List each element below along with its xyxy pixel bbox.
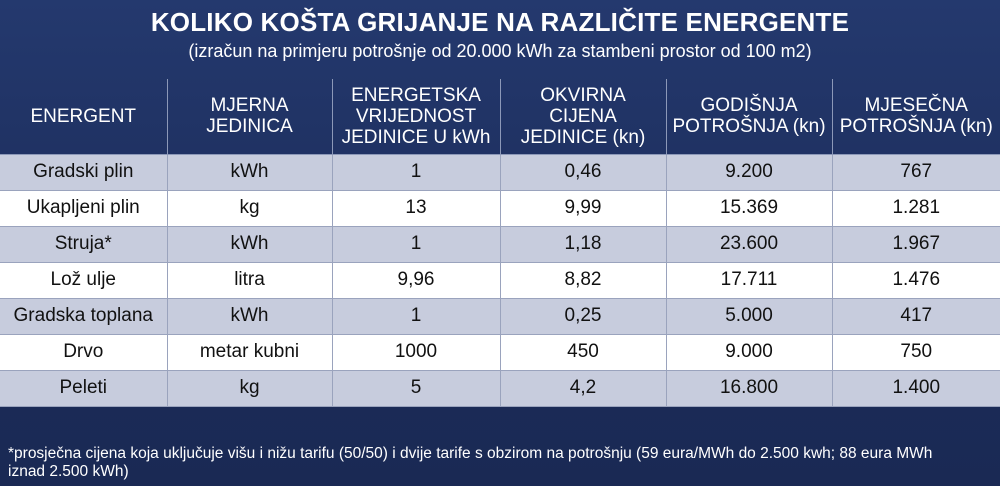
cell-monthly-cost: 750 [832,334,1000,371]
cell-energy-value: 1000 [332,334,501,371]
cell-energy-value: 13 [332,190,501,227]
cell-monthly-cost: 1.400 [832,370,1000,407]
cell-unit: kg [167,190,333,227]
cell-energent: Gradski plin [0,154,168,191]
table-header-row: ENERGENT MJERNA JEDINICA ENERGETSKA VRIJ… [0,79,1000,155]
column-header-energetska-vrijednost: ENERGETSKA VRIJEDNOST JEDINICE U kWh [332,79,501,155]
cell-annual-cost: 15.369 [666,190,833,227]
cell-energent: Peleti [0,370,168,407]
header-line: POTROŠNJA (kn) [839,116,993,138]
header-line: JEDINICE U kWh [341,126,491,148]
cell-annual-cost: 9.000 [666,334,833,371]
cell-annual-cost: 5.000 [666,298,833,335]
page-subtitle: (izračun na primjeru potrošnje od 20.000… [188,41,812,61]
column-header-mjesecna-potrosnja: MJESEČNA POTROŠNJA (kn) [832,79,1000,155]
footnote: *prosječna cijena koja uključuje višu i … [8,445,993,481]
table-row: Gradski plin kWh 1 0,46 9.200 767 [0,154,1000,191]
cell-monthly-cost: 1.281 [832,190,1000,227]
header-line: JEDINICE (kn) [520,126,646,148]
header-line: MJESEČNA [864,95,968,117]
cell-unit: kWh [167,298,333,335]
header-line: JEDINICA [206,116,293,138]
cell-unit: kWh [167,154,333,191]
cell-unit: kg [167,370,333,407]
cell-annual-cost: 16.800 [666,370,833,407]
column-header-energent: ENERGENT [0,79,168,155]
cell-monthly-cost: 417 [832,298,1000,335]
header-line: ENERGETSKA [351,84,481,106]
table-row: Gradska toplana kWh 1 0,25 5.000 417 [0,298,1000,335]
cell-annual-cost: 23.600 [666,226,833,263]
cell-energy-value: 5 [332,370,501,407]
cell-annual-cost: 9.200 [666,154,833,191]
footnote-line: *prosječna cijena koja uključuje višu i … [8,445,933,462]
table-row: Drvo metar kubni 1000 450 9.000 750 [0,334,1000,371]
cell-monthly-cost: 1.967 [832,226,1000,263]
header-line: ENERGENT [30,105,137,127]
cell-energent: Lož ulje [0,262,168,299]
heating-cost-table: ENERGENT MJERNA JEDINICA ENERGETSKA VRIJ… [0,79,1000,407]
cell-energent: Gradska toplana [0,298,168,335]
header-line: POTROŠNJA (kn) [672,116,826,138]
footnote-line: iznad 2.500 kWh) [8,463,129,480]
header-line: VRIJEDNOST [355,105,477,127]
cell-energy-value: 1 [332,154,501,191]
cell-unit-price: 4,2 [500,370,667,407]
table-row: Struja* kWh 1 1,18 23.600 1.967 [0,226,1000,263]
cell-energent: Struja* [0,226,168,263]
cell-unit-price: 9,99 [500,190,667,227]
header-line: MJERNA [210,95,289,117]
cell-monthly-cost: 1.476 [832,262,1000,299]
column-header-godisnja-potrosnja: GODIŠNJA POTROŠNJA (kn) [666,79,833,155]
table-row: Ukapljeni plin kg 13 9,99 15.369 1.281 [0,190,1000,227]
cell-monthly-cost: 767 [832,154,1000,191]
cell-unit-price: 1,18 [500,226,667,263]
cell-energy-value: 9,96 [332,262,501,299]
cell-energent: Ukapljeni plin [0,190,168,227]
page-title: KOLIKO KOŠTA GRIJANJE NA RAZLIČITE ENERG… [150,7,850,37]
cell-energent: Drvo [0,334,168,371]
cell-unit-price: 0,46 [500,154,667,191]
cell-unit: metar kubni [167,334,333,371]
cell-unit-price: 0,25 [500,298,667,335]
cell-energy-value: 1 [332,226,501,263]
cell-unit-price: 450 [500,334,667,371]
table-row: Peleti kg 5 4,2 16.800 1.400 [0,370,1000,407]
table-row: Lož ulje litra 9,96 8,82 17.711 1.476 [0,262,1000,299]
header-line: OKVIRNA CIJENA [540,84,626,127]
cell-unit: litra [167,262,333,299]
column-header-okvirna-cijena: OKVIRNA CIJENA JEDINICE (kn) [500,79,667,155]
cell-annual-cost: 17.711 [666,262,833,299]
column-header-mjerna-jedinica: MJERNA JEDINICA [167,79,333,155]
cell-unit-price: 8,82 [500,262,667,299]
header-line: GODIŠNJA [700,95,798,117]
cell-unit: kWh [167,226,333,263]
cell-energy-value: 1 [332,298,501,335]
